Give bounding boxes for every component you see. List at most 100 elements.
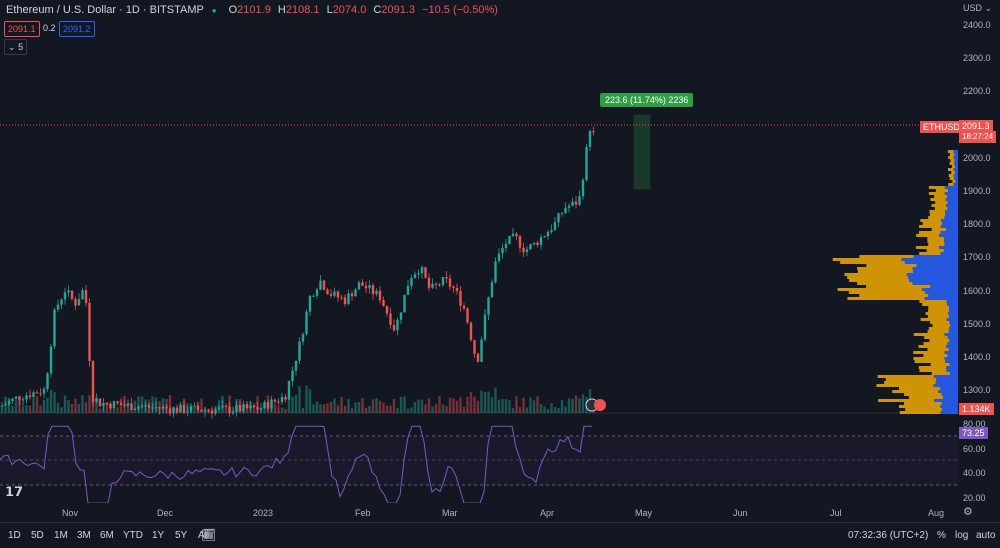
vp-bar-up bbox=[945, 213, 958, 216]
flag-marker-icon bbox=[594, 399, 606, 411]
vp-bar-down bbox=[927, 315, 949, 318]
time-axis[interactable]: Nov Dec 2023 Feb Mar Apr May Jun Jul Aug bbox=[0, 503, 958, 522]
vp-bar-down bbox=[919, 225, 941, 228]
volume-bar bbox=[175, 408, 179, 413]
volume-bar bbox=[389, 405, 392, 413]
candle-body bbox=[126, 403, 130, 406]
candle-body bbox=[256, 407, 259, 410]
rsi-tick-label: 80.00 bbox=[963, 419, 986, 429]
bid-price-pill[interactable]: 2091.1 bbox=[4, 21, 40, 37]
indicators-toggle[interactable]: ⌄ 5 bbox=[4, 39, 28, 55]
price-tick-label: 1300.0 bbox=[963, 385, 991, 396]
volume-bar bbox=[410, 407, 413, 413]
candle-body bbox=[217, 407, 221, 410]
timeframe-1m[interactable]: 1M bbox=[54, 530, 68, 541]
vp-bar-up bbox=[938, 390, 958, 393]
candle-body bbox=[539, 237, 543, 245]
vp-bar-down bbox=[866, 264, 917, 267]
timeframe-6m[interactable]: 6M bbox=[100, 530, 114, 541]
volume-bar bbox=[476, 400, 480, 413]
candle-body bbox=[462, 305, 466, 309]
candle-body bbox=[119, 403, 123, 406]
price-axis[interactable]: USD ⌄ 2400.02300.02200.02100.02000.01900… bbox=[920, 0, 1000, 522]
vp-bar-down bbox=[935, 189, 949, 192]
volume-bar bbox=[350, 408, 354, 413]
vp-bar-down bbox=[914, 360, 946, 363]
timeframe-5y[interactable]: 5Y bbox=[175, 530, 188, 541]
vp-bar-down bbox=[878, 399, 935, 402]
vp-bar-down bbox=[915, 246, 940, 249]
price-tick-label: 2300.0 bbox=[963, 53, 991, 64]
candle-body bbox=[235, 405, 238, 412]
volume-bar bbox=[357, 402, 361, 413]
low-value: 2074.0 bbox=[332, 4, 367, 16]
symbol-title[interactable]: Ethereum / U.S. Dollar · 1D · BITSTAMP bbox=[6, 4, 204, 16]
currency-label[interactable]: USD ⌄ bbox=[963, 3, 993, 13]
volume-bar bbox=[315, 401, 319, 413]
volume-bar bbox=[91, 389, 95, 413]
vp-bar-up bbox=[925, 291, 958, 294]
candle-body bbox=[532, 242, 536, 245]
log-toggle[interactable]: log bbox=[955, 530, 969, 541]
tradingview-logo-icon[interactable]: 𝟭𝟳 bbox=[5, 484, 24, 499]
auto-toggle[interactable]: auto bbox=[976, 530, 996, 541]
symbol-header[interactable]: Ethereum / U.S. Dollar · 1D · BITSTAMP ●… bbox=[6, 4, 498, 16]
volume-bar bbox=[504, 399, 508, 413]
vp-bar-down bbox=[884, 381, 936, 384]
time-tick-label: Jun bbox=[733, 508, 748, 518]
candle-body bbox=[28, 395, 32, 398]
volume-bar bbox=[84, 402, 88, 413]
ask-price-pill[interactable]: 2091.2 bbox=[59, 21, 95, 37]
timeframe-all[interactable]: All bbox=[198, 530, 210, 541]
vp-bar-up bbox=[906, 273, 958, 276]
volume-bar bbox=[578, 398, 581, 413]
volume-bar bbox=[133, 400, 137, 413]
timeframe-1y[interactable]: 1Y bbox=[152, 530, 165, 541]
candle-body bbox=[39, 393, 42, 395]
volume-bar bbox=[137, 396, 140, 413]
volume-bar bbox=[424, 404, 427, 413]
vp-bar-up bbox=[947, 207, 958, 210]
symbol-tag: ETHUSD bbox=[920, 121, 964, 133]
timeframe-3m[interactable]: 3M bbox=[77, 530, 91, 541]
percent-toggle[interactable]: % bbox=[937, 530, 946, 541]
candle-body bbox=[434, 283, 438, 285]
volume-bar bbox=[343, 405, 347, 413]
timeframe-5d[interactable]: 5D bbox=[31, 530, 44, 541]
volume-bar bbox=[553, 406, 557, 413]
candle-body bbox=[483, 314, 487, 340]
time-tick-label: Mar bbox=[442, 508, 458, 518]
chart-area[interactable]: Ethereum / U.S. Dollar · 1D · BITSTAMP ●… bbox=[0, 0, 958, 503]
vp-bar-up bbox=[946, 369, 958, 372]
vp-bar-down bbox=[905, 408, 943, 411]
low-label: L bbox=[326, 4, 333, 16]
volume-bar bbox=[109, 404, 112, 413]
vp-bar-up bbox=[948, 348, 958, 351]
volume-bar bbox=[4, 396, 7, 413]
clock-display[interactable]: 07:32:36 (UTC+2) bbox=[848, 530, 929, 541]
candle-body bbox=[133, 409, 137, 411]
date-range-calendar-icon[interactable]: 🗓 bbox=[201, 528, 217, 542]
volume-bar bbox=[11, 405, 14, 413]
candle-body bbox=[420, 267, 424, 274]
timeframe-ytd[interactable]: YTD bbox=[123, 530, 143, 541]
vp-bar-down bbox=[948, 156, 954, 159]
price-chart[interactable] bbox=[0, 0, 958, 503]
volume-bar bbox=[196, 401, 200, 413]
close-value: 2091.3 bbox=[381, 4, 416, 16]
settings-gear-icon[interactable]: ⚙ bbox=[963, 506, 973, 518]
candle-body bbox=[504, 244, 508, 248]
spread-value: 0.2 bbox=[43, 23, 56, 33]
candle-body bbox=[298, 341, 301, 361]
vp-bar-up bbox=[943, 396, 958, 399]
volume-bar bbox=[490, 397, 494, 413]
vp-bar-down bbox=[927, 240, 945, 243]
candle-body bbox=[130, 403, 133, 410]
volume-bar bbox=[81, 395, 84, 413]
timeframe-1d[interactable]: 1D bbox=[8, 530, 21, 541]
candle-body bbox=[224, 405, 228, 407]
candle-body bbox=[144, 405, 147, 407]
candle-body bbox=[347, 293, 350, 305]
volume-bar bbox=[312, 404, 315, 413]
vp-bar-up bbox=[949, 309, 958, 312]
